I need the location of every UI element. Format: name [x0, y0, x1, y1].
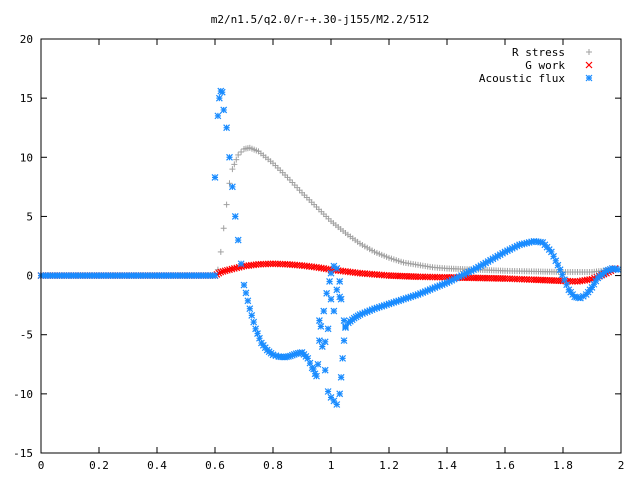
x-tick-label: 0.6: [205, 459, 225, 472]
data-point: [321, 338, 329, 346]
data-point: [235, 151, 242, 158]
data-point: [324, 388, 332, 395]
legend-label: R stress: [512, 46, 565, 59]
data-point: [337, 373, 345, 381]
data-point: [211, 173, 219, 181]
data-point: [223, 124, 231, 132]
data-point: [340, 337, 348, 345]
data-point: [556, 266, 564, 274]
x-tick-label: 1.2: [379, 459, 399, 472]
data-point: [339, 354, 347, 362]
x-tick-label: 0: [38, 459, 45, 472]
data-point: [313, 372, 320, 380]
y-tick-label: -5: [20, 329, 33, 342]
series-acoustic-flux: [37, 87, 622, 408]
data-point: [218, 88, 226, 96]
data-point: [310, 365, 318, 373]
data-point: [230, 265, 238, 272]
data-point: [246, 305, 254, 313]
data-point: [226, 266, 233, 274]
legend-marker: [585, 74, 593, 82]
data-point: [336, 390, 344, 398]
data-point: [220, 225, 227, 232]
data-point: [220, 106, 228, 114]
data-point: [211, 272, 219, 279]
x-tick-label: 0.4: [147, 459, 167, 472]
data-point: [234, 236, 242, 244]
x-tick-label: 0.8: [263, 459, 283, 472]
y-tick-label: -10: [13, 388, 33, 401]
data-point: [226, 153, 233, 161]
y-tick-label: 15: [20, 92, 33, 105]
data-point: [330, 307, 338, 315]
data-point: [318, 343, 326, 350]
plot-frame: [40, 38, 622, 454]
data-point: [233, 156, 240, 163]
data-point: [561, 276, 568, 284]
data-point: [333, 401, 341, 408]
axis-ticks: 0 0.2 0.4 0.6 0.8 1 1.2 1.4 1.6 1.8 2 20 15 10 5 0 -5 -10…: [13, 33, 624, 472]
y-tick-label: 10: [20, 151, 33, 164]
data-point: [223, 201, 230, 208]
data-point: [327, 269, 335, 277]
data-point: [317, 323, 325, 330]
y-tick-label: 0: [26, 270, 33, 283]
data-point: [228, 265, 236, 273]
series-layer: [37, 87, 622, 408]
data-point: [333, 286, 341, 294]
data-point: [214, 112, 222, 120]
x-tick-label: 1.4: [437, 459, 457, 472]
data-point: [226, 180, 233, 187]
y-tick-label: 20: [20, 33, 33, 46]
legend-marker: [586, 49, 592, 55]
data-point: [563, 281, 571, 289]
x-tick-label: 1.6: [495, 459, 515, 472]
legend-label: G work: [525, 59, 565, 72]
data-point: [323, 289, 331, 297]
data-point: [315, 337, 323, 345]
legend-marker: [585, 61, 593, 69]
y-tick-label: 5: [26, 210, 33, 223]
data-point: [315, 317, 323, 324]
y-tick-label: -15: [13, 447, 33, 460]
data-point: [217, 248, 224, 255]
data-point: [244, 297, 252, 305]
x-tick-label: 2: [618, 459, 625, 472]
data-point: [327, 295, 335, 303]
x-tick-label: 1.8: [553, 459, 573, 472]
data-point: [326, 278, 333, 285]
x-tick-label: 1: [328, 459, 335, 472]
data-point: [237, 260, 245, 268]
data-point: [336, 278, 344, 285]
data-point: [215, 94, 223, 102]
data-point: [248, 311, 256, 319]
data-point: [558, 271, 566, 279]
data-point: [333, 265, 341, 272]
data-point: [240, 281, 248, 289]
chart-title: m2/n1.5/q2.0/r-+.30-j155/M2.2/512: [211, 13, 430, 26]
data-point: [336, 293, 344, 301]
x-tick-label: 0.2: [89, 459, 109, 472]
data-point: [614, 266, 622, 274]
data-point: [238, 148, 245, 155]
data-point: [320, 307, 328, 315]
data-point: [231, 161, 238, 168]
data-point: [229, 166, 236, 173]
data-point: [242, 289, 250, 297]
data-point: [324, 325, 332, 333]
legend-label: Acoustic flux: [479, 72, 565, 85]
data-point: [342, 323, 349, 330]
data-point: [250, 318, 258, 326]
data-point: [327, 393, 335, 401]
data-point: [321, 366, 329, 374]
data-point: [231, 213, 239, 220]
data-point: [228, 183, 236, 191]
